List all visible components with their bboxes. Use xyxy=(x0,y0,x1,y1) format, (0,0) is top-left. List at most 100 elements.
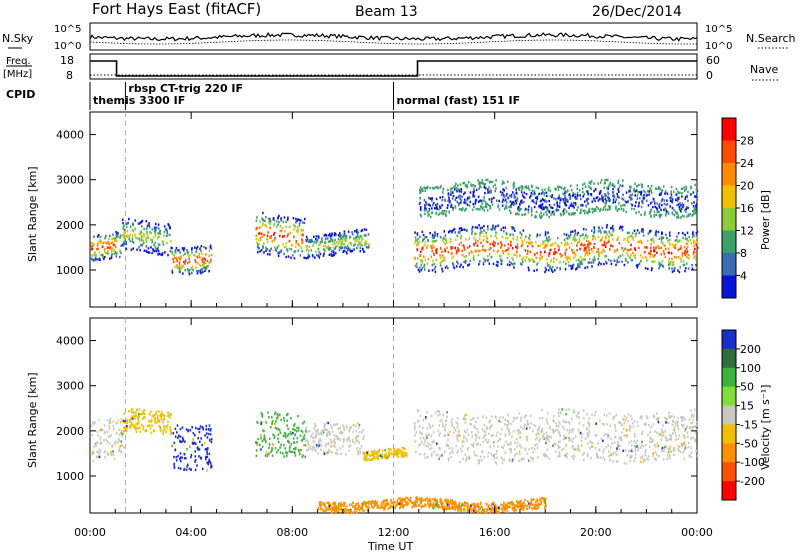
velocity-cell xyxy=(680,416,682,419)
power-cell xyxy=(277,251,280,255)
power-cell xyxy=(623,263,626,267)
power-cell xyxy=(526,252,529,255)
velocity-cell xyxy=(476,427,478,431)
velocity-cell xyxy=(520,425,522,429)
power-cell xyxy=(427,196,430,200)
power-cell xyxy=(498,208,501,211)
power-cell xyxy=(162,243,165,246)
power-cell xyxy=(554,269,556,272)
power-cell xyxy=(581,262,583,265)
velocity-cell xyxy=(261,445,264,448)
velocity-cell xyxy=(603,448,605,451)
velocity-cell xyxy=(502,416,504,419)
velocity-cell xyxy=(129,418,131,422)
power-cell xyxy=(521,187,524,190)
power-cell xyxy=(533,253,536,256)
velocity-cell xyxy=(425,434,428,437)
power-cell xyxy=(204,261,206,265)
power-cell xyxy=(203,266,206,269)
power-cell xyxy=(560,214,562,217)
power-cell xyxy=(483,209,486,212)
power-cell xyxy=(455,252,458,255)
velocity-cell xyxy=(548,440,550,443)
velocity-cell xyxy=(463,429,466,433)
power-cell xyxy=(650,215,652,218)
power-cell xyxy=(604,194,607,198)
velocity-cell xyxy=(622,418,625,421)
power-cell xyxy=(298,224,301,227)
power-cell xyxy=(290,248,292,251)
power-cell xyxy=(484,249,487,252)
power-cell xyxy=(566,258,568,261)
power-cell xyxy=(577,262,579,266)
power-cell xyxy=(644,246,646,249)
velocity-cell xyxy=(563,434,565,437)
power-cell xyxy=(501,200,504,204)
velocity-cell xyxy=(636,439,639,442)
velocity-cell xyxy=(136,427,138,430)
velocity-cell xyxy=(654,430,656,433)
power-cell xyxy=(423,244,426,247)
power-cell xyxy=(313,235,315,238)
power-cell xyxy=(626,231,629,235)
power-cell xyxy=(463,246,465,249)
power-cell xyxy=(297,231,299,234)
power-cell xyxy=(315,241,318,244)
velocity-cell xyxy=(543,432,545,436)
power-cell xyxy=(318,244,320,247)
power-cell xyxy=(343,230,346,233)
power-cell xyxy=(610,262,613,266)
power-cell xyxy=(345,251,348,254)
power-cell xyxy=(125,247,127,250)
velocity-cell xyxy=(183,467,186,471)
velocity-cell xyxy=(425,444,428,448)
power-cell xyxy=(683,263,685,267)
velocity-cell xyxy=(142,425,145,428)
velocity-cell xyxy=(262,429,264,432)
velocity-cell xyxy=(305,439,307,442)
power-cell xyxy=(603,262,605,266)
power-cell xyxy=(125,241,127,244)
velocity-cell xyxy=(549,425,551,428)
velocity-cell xyxy=(596,433,598,437)
velocity-cell xyxy=(194,450,196,453)
velocity-cell xyxy=(496,456,498,459)
power-cell xyxy=(630,207,633,211)
velocity-cell xyxy=(518,453,521,456)
power-cell xyxy=(577,194,579,197)
power-cell xyxy=(562,197,564,201)
velocity-cell xyxy=(312,446,314,449)
power-cell xyxy=(520,185,523,188)
power-cell xyxy=(601,226,604,230)
power-cell xyxy=(557,208,560,212)
power-cell xyxy=(258,226,261,230)
power-cell xyxy=(618,208,620,211)
velocity-cell xyxy=(511,435,513,439)
velocity-cell xyxy=(677,417,679,420)
power-cell xyxy=(562,188,565,191)
velocity-cell xyxy=(538,417,541,420)
power-cell xyxy=(559,252,561,256)
power-cell xyxy=(420,263,423,267)
velocity-cell xyxy=(358,430,361,434)
power-cell xyxy=(331,239,333,243)
power-cell xyxy=(419,197,421,200)
velocity-cell xyxy=(121,432,124,436)
velocity-cell xyxy=(596,455,598,459)
power-cell xyxy=(496,264,499,267)
power-cell xyxy=(463,228,466,231)
velocity-cell xyxy=(657,419,659,422)
velocity-cell xyxy=(513,448,516,451)
power-cell xyxy=(682,260,685,263)
power-cell xyxy=(660,236,663,239)
power-cell xyxy=(138,222,141,225)
velocity-cell xyxy=(149,413,151,416)
velocity-cell xyxy=(516,441,519,444)
power-cell xyxy=(622,249,625,253)
power-cell xyxy=(693,234,696,237)
power-cell xyxy=(154,246,157,249)
velocity-cell xyxy=(661,434,664,438)
power-cell xyxy=(608,205,610,208)
velocity-cell xyxy=(496,431,499,434)
power-cell xyxy=(625,259,627,262)
